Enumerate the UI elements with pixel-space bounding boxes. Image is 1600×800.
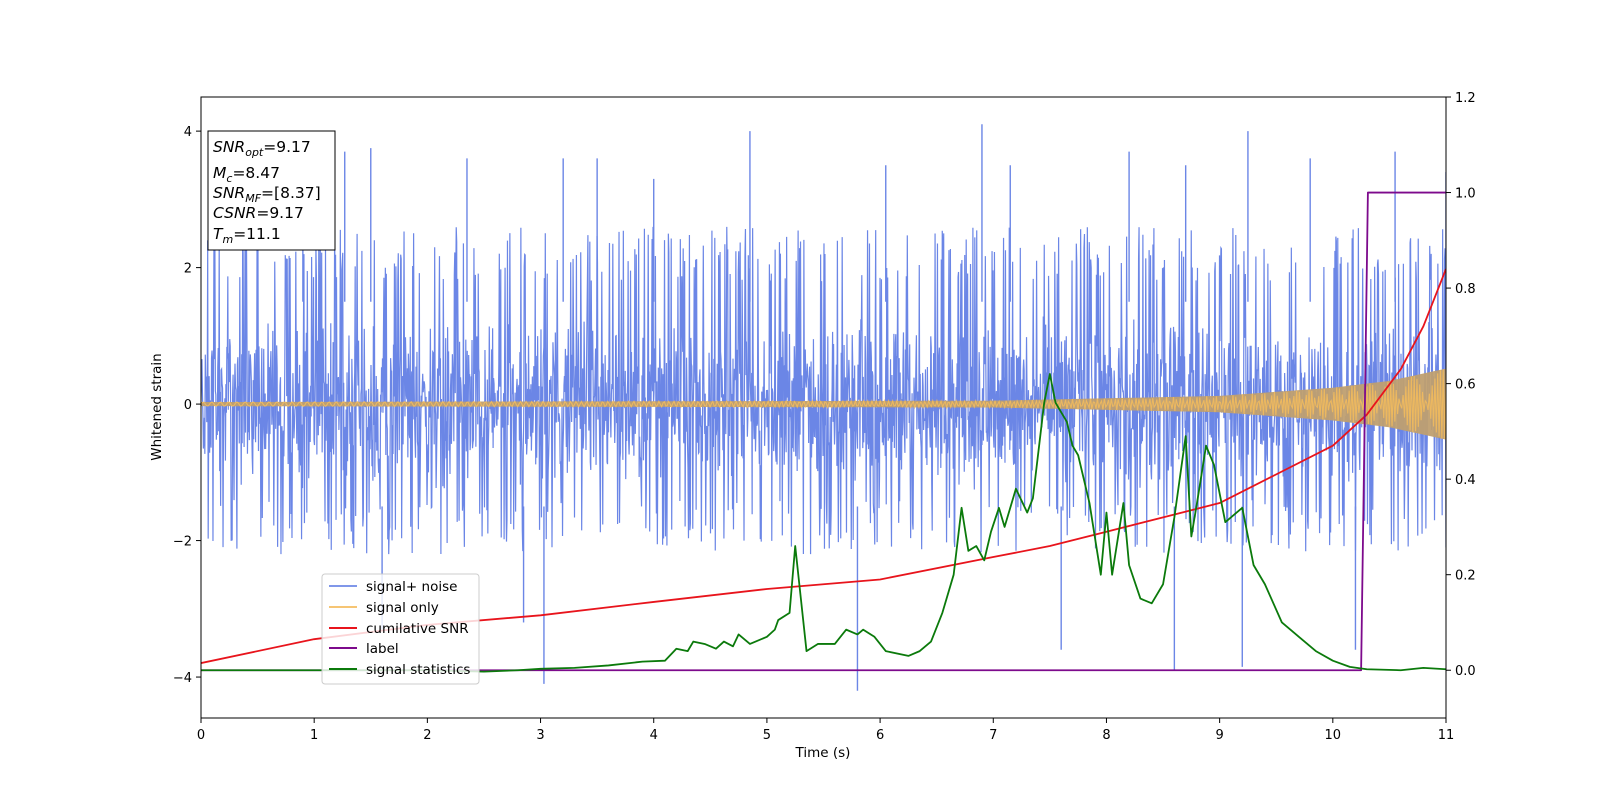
y-right-tick-label: 1.2 [1455,91,1476,106]
label-line [201,191,1446,672]
y-right-tick-label: 1.0 [1455,187,1476,202]
x-tick-label: 10 [1325,728,1342,743]
x-tick-label: 4 [650,728,658,743]
y-right-tick-label: 0.0 [1455,664,1476,679]
y-right-tick-label: 0.6 [1455,378,1476,393]
y-axis-label: Whitened strain [149,353,165,460]
y-left-tick-label: 0 [184,398,192,413]
y-left-tick-label: 2 [184,262,192,277]
y-axis-left-ticks: −4 −2 0 2 4 [173,125,201,686]
y-right-tick-label: 0.8 [1455,282,1476,297]
annotation-line: CSNR=9.17 [213,204,304,222]
noise-trace [201,226,1446,555]
y-left-tick-label: −4 [173,671,192,686]
y-axis-right-ticks: 0.0 0.2 0.4 0.6 0.8 1.0 1.2 [1446,91,1476,679]
annotation-line: Mc=8.47 [213,164,280,185]
legend-label: label [366,641,399,657]
y-right-tick-label: 0.4 [1455,473,1476,488]
x-tick-label: 9 [1215,728,1223,743]
x-tick-label: 1 [310,728,318,743]
x-axis-label: Time (s) [795,745,851,761]
y-left-tick-label: 4 [184,125,192,140]
legend-label: signal+ noise [366,579,457,595]
signal-statistics-line [201,373,1446,673]
x-tick-label: 8 [1102,728,1110,743]
y-right-tick-label: 0.2 [1455,569,1476,584]
x-tick-label: 5 [763,728,771,743]
signal-only-envelope [201,368,1446,440]
x-tick-label: 11 [1438,728,1455,743]
x-tick-label: 3 [536,728,544,743]
cumilative-snr-line [201,268,1446,664]
legend-frame [321,573,480,685]
annotation-frame [207,130,336,251]
legend-label: signal statistics [366,662,470,678]
y-left-tick-label: −2 [173,535,192,550]
signal-noise-series [201,124,1446,691]
plot-frame [200,96,1447,719]
annotation-line: SNRMF=[8.37] [213,184,321,205]
annotation-line: SNRopt=9.17 [213,138,311,159]
x-tick-label: 2 [423,728,431,743]
x-tick-label: 0 [197,728,205,743]
signal-only-series [201,368,1446,440]
annotation-line: Tm=11.1 [213,225,281,246]
x-tick-label: 6 [876,728,884,743]
legend: signal+ noise signal only cumilative SNR la… [321,573,480,685]
legend-label: cumilative SNR [366,621,469,637]
x-axis-ticks: 0 1 2 3 4 5 6 7 8 9 10 11 [197,718,1454,743]
line-series-group [201,191,1446,673]
legend-label: signal only [366,600,439,616]
x-tick-label: 7 [989,728,997,743]
signal-only-trace [201,369,1446,439]
